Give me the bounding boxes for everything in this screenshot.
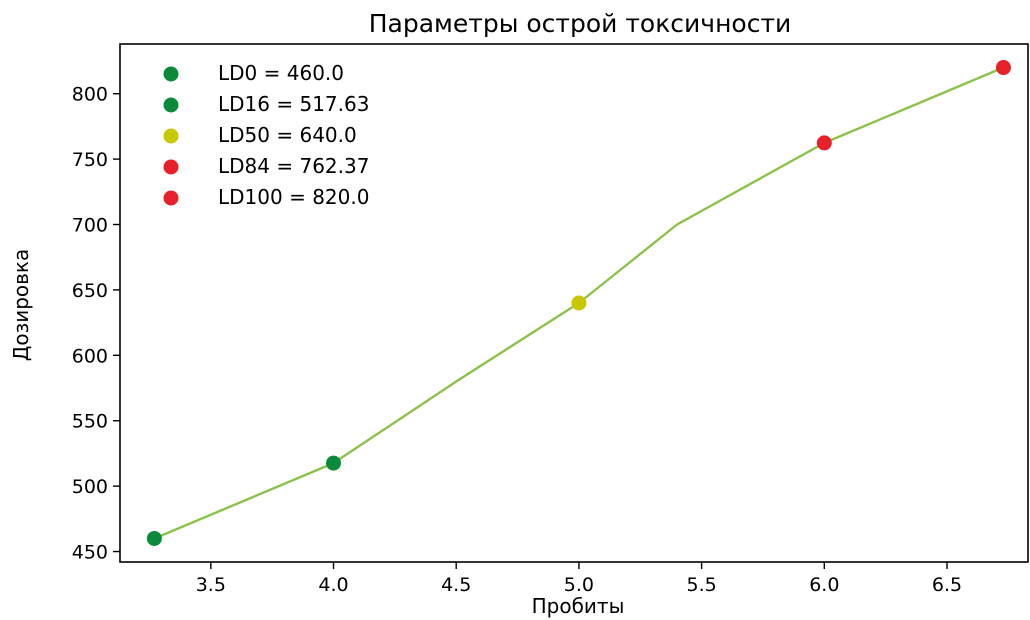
legend-marker-0 — [163, 66, 179, 82]
y-tick-label: 800 — [72, 84, 108, 106]
x-tick-label: 6.5 — [932, 574, 962, 596]
y-tick-label: 650 — [72, 280, 108, 302]
legend-marker-4 — [163, 190, 179, 206]
y-tick-label: 550 — [72, 411, 108, 433]
data-point-2 — [571, 295, 587, 311]
legend-label-3: LD84 = 762.37 — [218, 154, 369, 178]
y-tick-label: 750 — [72, 149, 108, 171]
y-tick-label: 700 — [72, 215, 108, 237]
y-tick-label: 600 — [72, 345, 108, 367]
chart-title: Параметры острой токсичности — [369, 9, 792, 38]
legend-label-1: LD16 = 517.63 — [218, 92, 369, 116]
x-tick-label: 6.0 — [809, 574, 839, 596]
data-point-0 — [146, 530, 162, 546]
y-tick-label: 450 — [72, 542, 108, 564]
data-point-4 — [995, 60, 1011, 76]
legend-label-0: LD0 = 460.0 — [218, 61, 344, 85]
x-tick-label: 4.5 — [441, 574, 471, 596]
legend-marker-1 — [163, 97, 179, 113]
x-tick-label: 5.0 — [564, 574, 594, 596]
data-point-1 — [326, 455, 342, 471]
legend-marker-3 — [163, 159, 179, 175]
data-point-3 — [816, 135, 832, 151]
y-axis-label: Дозировка — [9, 249, 33, 362]
y-tick-label: 500 — [72, 476, 108, 498]
plot-frame — [119, 43, 1029, 563]
legend-marker-2 — [163, 128, 179, 144]
x-tick-label: 3.5 — [196, 574, 226, 596]
x-axis-label: Пробиты — [532, 594, 625, 618]
x-tick-label: 4.0 — [318, 574, 348, 596]
legend-label-2: LD50 = 640.0 — [218, 123, 357, 147]
x-tick-label: 5.5 — [687, 574, 717, 596]
legend-label-4: LD100 = 820.0 — [218, 185, 369, 209]
legend: LD0 = 460.0 LD16 = 517.63 LD50 = 640.0 LD84… — [163, 61, 369, 209]
